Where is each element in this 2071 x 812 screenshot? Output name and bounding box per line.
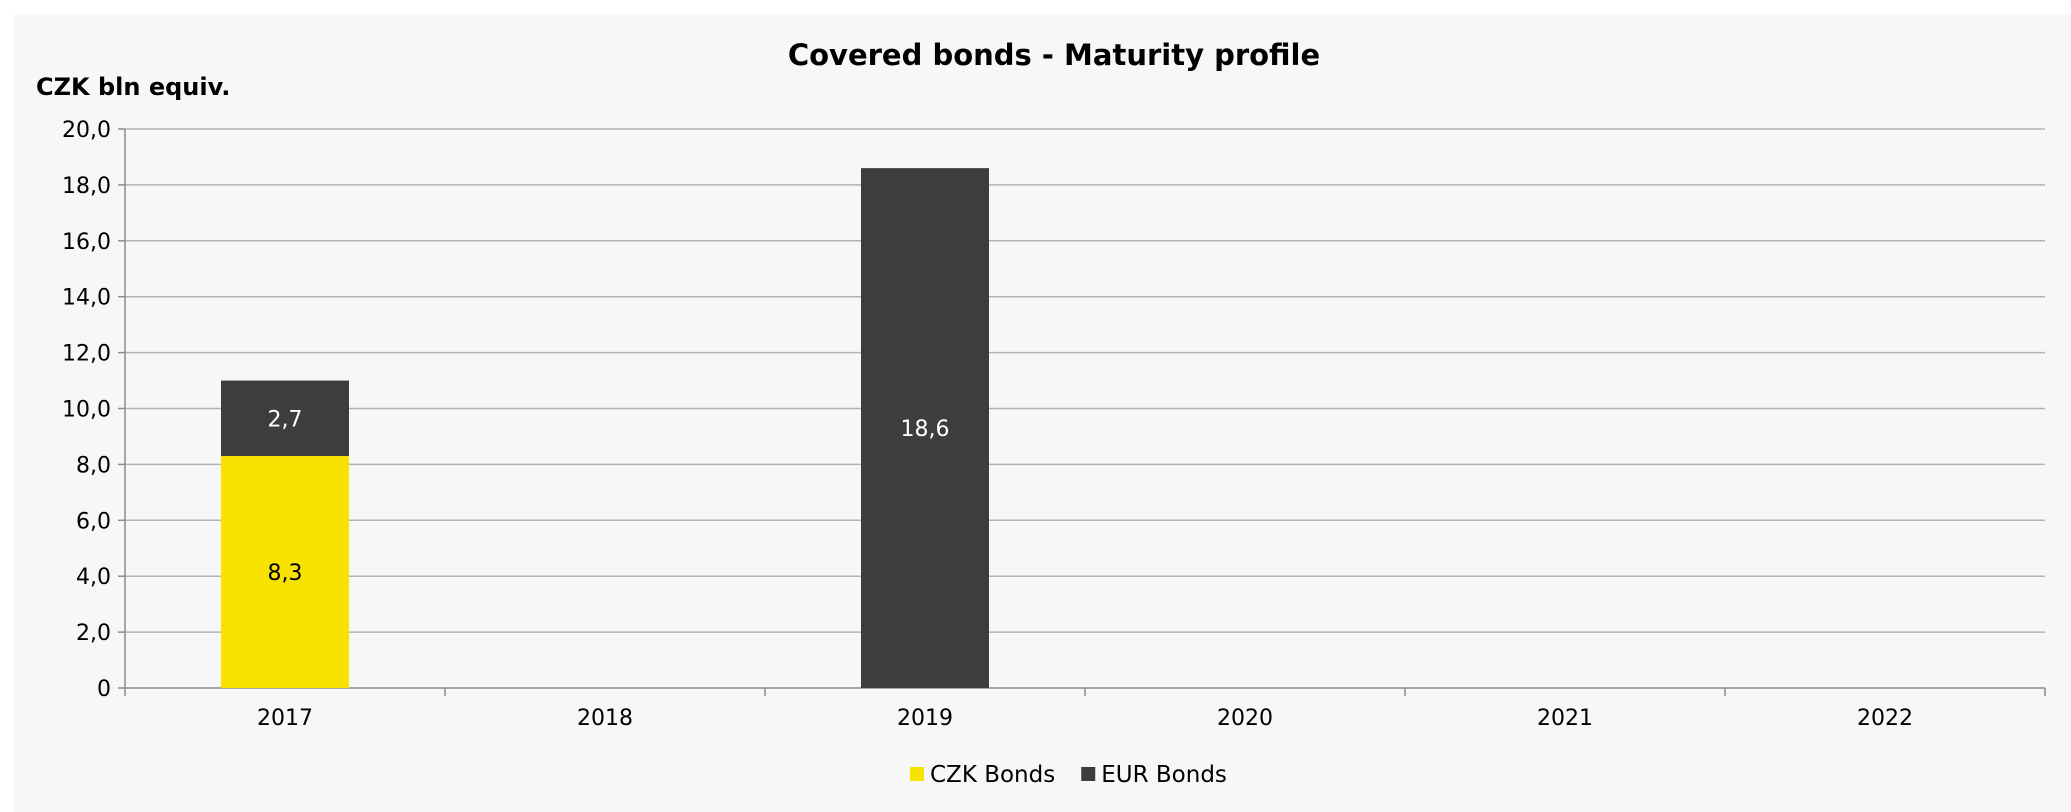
y-tick-label: 2,0 xyxy=(76,621,111,646)
x-tick-label: 2017 xyxy=(257,706,313,731)
chart-title: Covered bonds - Maturity profile xyxy=(788,38,1320,72)
x-tick-label: 2022 xyxy=(1857,706,1913,731)
x-tick-label: 2018 xyxy=(577,706,633,731)
y-tick-label: 12,0 xyxy=(62,342,111,367)
y-tick-label: 14,0 xyxy=(62,286,111,311)
bar-segment xyxy=(221,380,349,457)
legend: CZK Bonds EUR Bonds xyxy=(910,762,1227,788)
x-tick-label: 2020 xyxy=(1217,706,1273,731)
gridlines xyxy=(125,128,2045,633)
legend-entry: EUR Bonds xyxy=(1101,762,1227,788)
y-tick-label: 20,0 xyxy=(62,118,111,143)
legend-swatch xyxy=(910,767,924,781)
legend-entry: CZK Bonds xyxy=(930,762,1055,788)
data-label: 2,7 xyxy=(268,407,303,432)
data-label: 8,3 xyxy=(268,561,303,586)
y-tick-label: 16,0 xyxy=(62,230,111,255)
y-tick-label: 18,0 xyxy=(62,174,111,199)
y-tick-label: 6,0 xyxy=(76,509,111,534)
x-tick-label: 2021 xyxy=(1537,706,1593,731)
axes: 0 2,0 4,0 6,0 8,0 10,0 12,0 14,0 16,0 18,0 20,0 201… xyxy=(62,118,2046,731)
y-tick-label: 8,0 xyxy=(76,453,111,478)
bars xyxy=(221,168,989,688)
data-label: 18,6 xyxy=(901,417,950,442)
y-tick-label: 0 xyxy=(97,677,111,702)
x-tick-label: 2019 xyxy=(897,706,953,731)
y-tick-label: 4,0 xyxy=(76,565,111,590)
y-unit-label: CZK bln equiv. xyxy=(36,73,230,101)
chart-panel xyxy=(14,14,2071,812)
data-labels: 8,3 2,7 18,6 xyxy=(268,407,950,586)
bar-segment xyxy=(861,168,989,688)
y-tick-label: 10,0 xyxy=(62,398,111,423)
legend-swatch xyxy=(1081,767,1096,781)
bar-segment xyxy=(221,456,349,688)
